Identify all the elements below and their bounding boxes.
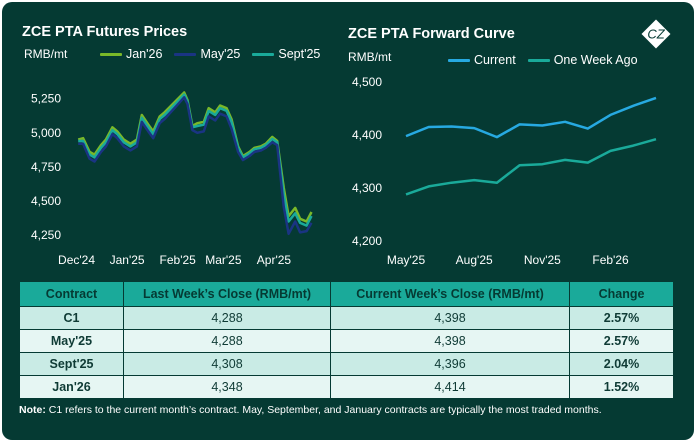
table-cell-last-week: 4,288: [123, 329, 331, 353]
x-tick-label: Mar'25: [205, 253, 242, 267]
table-header-row: Contract Last Week’s Close (RMB/mt) Curr…: [19, 281, 674, 307]
forward-curve-unit: RMB/mt: [348, 50, 392, 64]
x-tick-label: Jan'25: [110, 253, 145, 267]
series-line-one-week-ago: [405, 137, 657, 196]
table-row: Jan'26 4,348 4,414 1.52%: [19, 375, 674, 399]
x-tick-label: Aug'25: [456, 253, 493, 267]
legend-label: One Week Ago: [553, 53, 638, 67]
y-tick-label: 5,000: [31, 126, 61, 140]
table-cell-current-week: 4,396: [330, 352, 570, 376]
y-tick-label: 4,500: [31, 194, 61, 208]
table-header-last-week: Last Week’s Close (RMB/mt): [123, 281, 331, 307]
y-tick-label: 4,400: [352, 128, 382, 142]
legend-item-one-week-ago: One Week Ago: [527, 53, 638, 67]
series-line-jan26: [77, 91, 313, 223]
footnote-label: Note:: [19, 404, 46, 416]
futures-chart-unit: RMB/mt: [24, 47, 68, 61]
legend-label: May'25: [200, 47, 241, 61]
footnote: Note: C1 refers to the current month’s c…: [19, 403, 669, 417]
table-cell-current-week: 4,414: [330, 375, 570, 399]
table-row: May'25 4,288 4,398 2.57%: [19, 329, 674, 353]
legend-item-current: Current: [448, 53, 516, 67]
table-cell-contract: Sept'25: [19, 352, 124, 376]
table-cell-change: 1.52%: [569, 375, 674, 399]
table-cell-last-week: 4,308: [123, 352, 331, 376]
legend-label: Sept'25: [278, 47, 321, 61]
table-header-current-week: Current Week’s Close (RMB/mt): [330, 281, 570, 307]
footnote-text: C1 refers to the current month’s contrac…: [48, 404, 602, 416]
table-cell-last-week: 4,288: [123, 306, 331, 330]
x-tick-label: Dec'24: [58, 253, 95, 267]
table-cell-contract: Jan'26: [19, 375, 124, 399]
table-cell-contract: May'25: [19, 329, 124, 353]
forward-curve-chart: 4,200 4,300 4,400 4,500 May'25 Aug'25 Nov'25 Fe…: [352, 75, 657, 267]
diamond-logo-icon: CZ: [639, 17, 673, 51]
x-tick-label: Feb'25: [160, 253, 197, 267]
table-cell-last-week: 4,348: [123, 375, 331, 399]
forward-curve-legend: Current One Week Ago: [448, 53, 650, 67]
price-change-table: Contract Last Week’s Close (RMB/mt) Curr…: [19, 281, 674, 399]
legend-item-jan26: Jan'26: [100, 47, 162, 61]
y-tick-label: 4,500: [352, 75, 382, 89]
forward-curve-title: ZCE PTA Forward Curve: [348, 26, 515, 42]
futures-chart-legend: Jan'26 May'25 Sept'25: [100, 47, 332, 61]
y-tick-label: 4,750: [31, 160, 61, 174]
series-line-may25: [78, 96, 313, 236]
legend-item-sept25: Sept'25: [252, 47, 320, 61]
legend-label: Current: [474, 53, 516, 67]
table-header-contract: Contract: [19, 281, 124, 307]
table-cell-current-week: 4,398: [330, 329, 570, 353]
table-cell-current-week: 4,398: [330, 306, 570, 330]
x-tick-label: Nov'25: [524, 253, 561, 267]
report-card: ZCE PTA Futures Prices RMB/mt Jan'26 May…: [2, 2, 694, 440]
y-tick-label: 5,250: [31, 92, 61, 106]
y-tick-label: 4,300: [352, 181, 382, 195]
legend-label: Jan'26: [126, 47, 163, 61]
table-cell-change: 2.57%: [569, 306, 674, 330]
series-line-current: [405, 96, 657, 139]
table-row: Sept'25 4,308 4,396 2.04%: [19, 352, 674, 376]
series-line-sept25: [78, 93, 313, 227]
x-tick-label: May'25: [387, 253, 426, 267]
logo-text: CZ: [647, 27, 665, 42]
table-cell-change: 2.04%: [569, 352, 674, 376]
table-cell-change: 2.57%: [569, 329, 674, 353]
y-tick-label: 4,250: [31, 228, 61, 242]
y-tick-label: 4,200: [352, 234, 382, 248]
legend-item-may25: May'25: [174, 47, 240, 61]
table-row: C1 4,288 4,398 2.57%: [19, 306, 674, 330]
table-header-change: Change: [569, 281, 674, 307]
futures-chart-title: ZCE PTA Futures Prices: [22, 24, 188, 40]
table-cell-contract: C1: [19, 306, 124, 330]
x-tick-label: Apr'25: [257, 253, 292, 267]
futures-price-chart: 4,250 4,500 4,750 5,000 5,250 Dec'24 Jan'25 Feb…: [31, 91, 313, 267]
x-tick-label: Feb'26: [592, 253, 629, 267]
logo: CZ: [638, 16, 674, 57]
